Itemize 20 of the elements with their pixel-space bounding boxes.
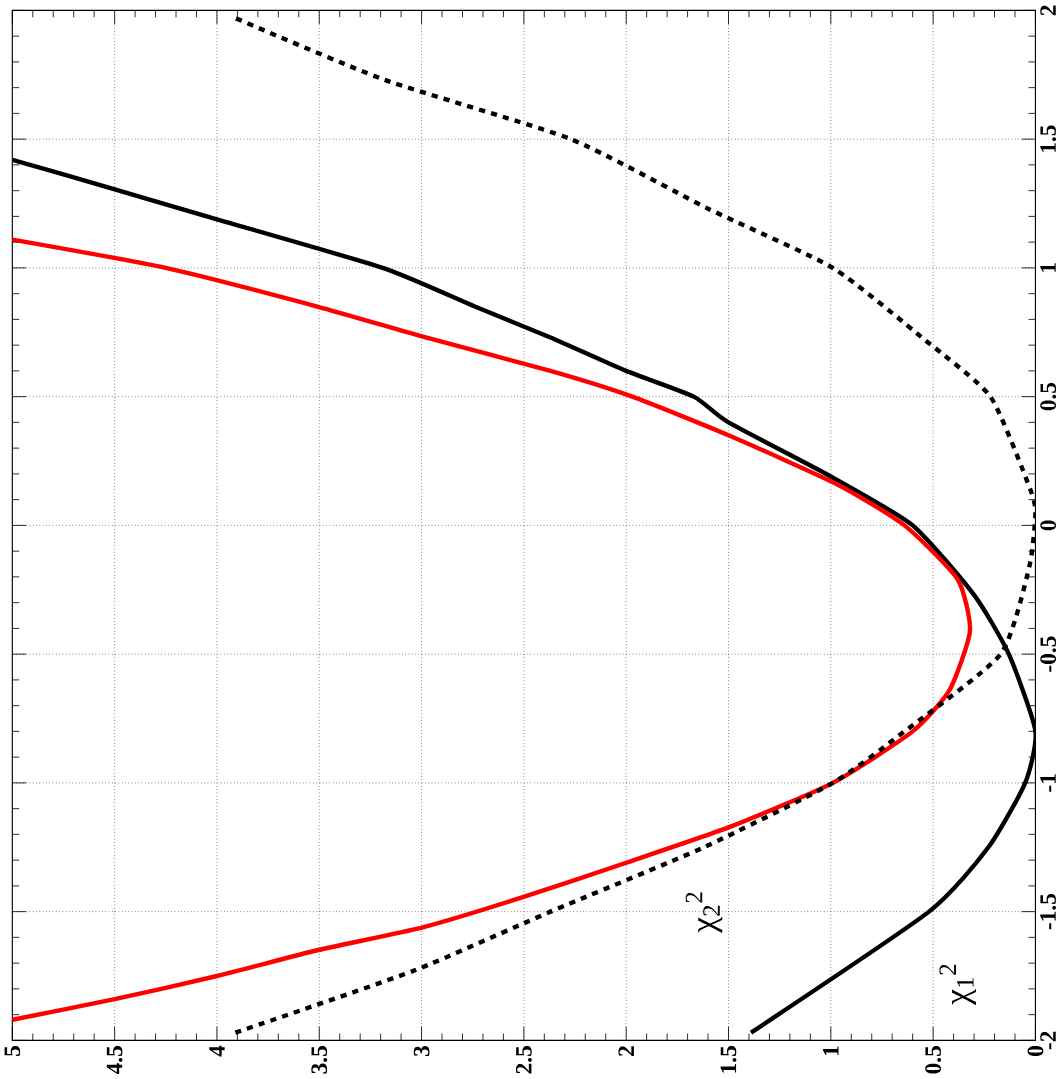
x-tick-label: 5 [4,1046,21,1056]
y-tick-label: 1 [1040,263,1056,272]
x-tick-label: 1.5 [720,1046,737,1073]
x-tick-label: 3.5 [311,1046,328,1074]
x-tick-label: 0.5 [925,1046,942,1074]
x-tick-label: 3 [413,1046,430,1057]
annotation: χ$_{2}$2 [685,892,723,933]
y-tick-label: 2 [1040,5,1056,16]
y-tick-label: -1 [1040,774,1056,792]
y-tick-label: 1.5 [1040,125,1057,152]
x-tick-label: 1 [823,1046,839,1056]
x-tick-label: 4.5 [106,1046,123,1075]
x-tick-label: 4 [209,1045,225,1057]
annotation: χ$_{1}$2 [939,964,977,1005]
y-tick-label: 0 [1040,520,1057,531]
x-tick-label: 2.5 [516,1046,532,1074]
y-tick-label: 0.5 [1040,382,1057,411]
y-tick-label: -1.5 [1040,894,1057,930]
y-tick-label: -0.5 [1040,636,1057,672]
x-tick-label: 2 [618,1046,635,1056]
